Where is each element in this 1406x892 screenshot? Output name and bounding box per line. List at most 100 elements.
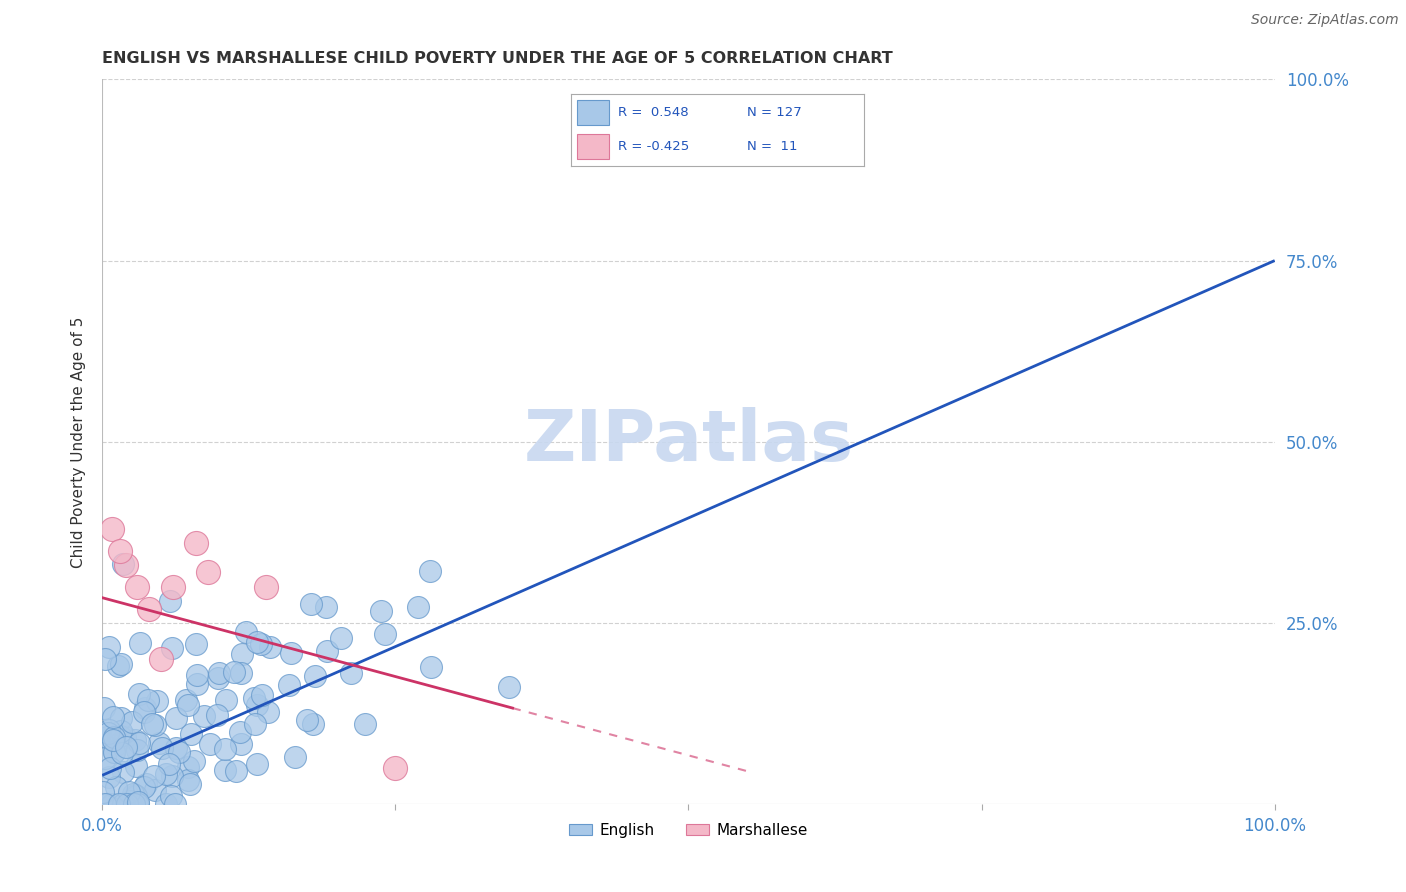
Text: Source: ZipAtlas.com: Source: ZipAtlas.com: [1251, 13, 1399, 28]
Point: [200, 737, 222, 751]
Point: [110, 746, 132, 760]
Point: [107, 730, 129, 744]
Point: [118, 785, 141, 799]
Point: [160, 641, 183, 656]
Point: [162, 580, 184, 594]
Point: [295, 713, 318, 727]
Point: [143, 718, 166, 732]
Point: [165, 711, 187, 725]
Point: [243, 691, 266, 706]
Text: ENGLISH VS MARSHALLESE CHILD POVERTY UNDER THE AGE OF 5 CORRELATION CHART: ENGLISH VS MARSHALLESE CHILD POVERTY UND…: [103, 51, 893, 66]
Point: [122, 787, 145, 801]
Point: [111, 797, 134, 812]
Point: [256, 706, 278, 720]
Point: [129, 636, 152, 650]
Point: [107, 797, 129, 812]
Legend: English, Marshallese: English, Marshallese: [564, 816, 814, 844]
Point: [160, 789, 183, 804]
Point: [127, 580, 149, 594]
Point: [127, 797, 149, 812]
Point: [183, 755, 205, 769]
Point: [408, 600, 430, 615]
Point: [419, 564, 441, 578]
Point: [155, 797, 177, 811]
Point: [141, 717, 163, 731]
Point: [103, 745, 125, 759]
Point: [176, 693, 198, 707]
Point: [127, 797, 149, 812]
Point: [179, 777, 201, 791]
Point: [186, 638, 208, 652]
Point: [160, 769, 183, 783]
Point: [180, 726, 202, 740]
Point: [101, 732, 124, 747]
Point: [207, 708, 229, 723]
Y-axis label: Child Poverty Under the Age of 5: Child Poverty Under the Age of 5: [72, 316, 86, 567]
Point: [354, 717, 377, 731]
Point: [176, 698, 198, 712]
Point: [149, 652, 172, 666]
Text: ZIPatlas: ZIPatlas: [523, 408, 853, 476]
Point: [184, 536, 207, 550]
Point: [125, 789, 148, 804]
Point: [127, 743, 149, 757]
Point: [114, 731, 136, 745]
Point: [224, 665, 246, 679]
Point: [229, 666, 252, 681]
Point: [384, 761, 406, 775]
Point: [157, 756, 180, 771]
Point: [169, 745, 191, 759]
Point: [108, 543, 131, 558]
Point: [243, 717, 266, 731]
Point: [214, 763, 236, 777]
Point: [370, 604, 392, 618]
Point: [254, 580, 277, 594]
Point: [125, 759, 148, 773]
Point: [148, 736, 170, 750]
Point: [138, 692, 160, 706]
Point: [103, 731, 125, 745]
Point: [96, 797, 118, 812]
Point: [94, 652, 117, 666]
Point: [112, 765, 135, 780]
Point: [134, 700, 156, 714]
Point: [246, 635, 269, 649]
Point: [208, 666, 231, 681]
Point: [163, 797, 186, 812]
Point: [315, 600, 337, 615]
Point: [177, 760, 200, 774]
Point: [97, 726, 120, 740]
Point: [105, 780, 128, 794]
Point: [98, 640, 121, 655]
Point: [159, 593, 181, 607]
Point: [215, 692, 238, 706]
Point: [110, 724, 132, 739]
Point: [132, 705, 155, 719]
Point: [193, 709, 215, 723]
Point: [231, 647, 253, 661]
Point: [98, 761, 121, 775]
Point: [249, 637, 271, 651]
Point: [97, 797, 120, 812]
Point: [145, 694, 167, 708]
Point: [207, 671, 229, 685]
Point: [246, 757, 269, 772]
Point: [197, 566, 219, 580]
Point: [100, 731, 122, 746]
Point: [110, 711, 132, 725]
Point: [135, 776, 157, 790]
Point: [124, 733, 146, 747]
Point: [111, 557, 134, 571]
Point: [155, 766, 177, 780]
Point: [246, 698, 269, 712]
Point: [419, 660, 441, 674]
Point: [214, 741, 236, 756]
Point: [91, 785, 114, 799]
Point: [280, 646, 302, 660]
Point: [98, 723, 121, 738]
Point: [132, 780, 155, 794]
Point: [108, 729, 131, 743]
Point: [100, 522, 122, 536]
Point: [101, 797, 124, 812]
Point: [150, 741, 173, 756]
